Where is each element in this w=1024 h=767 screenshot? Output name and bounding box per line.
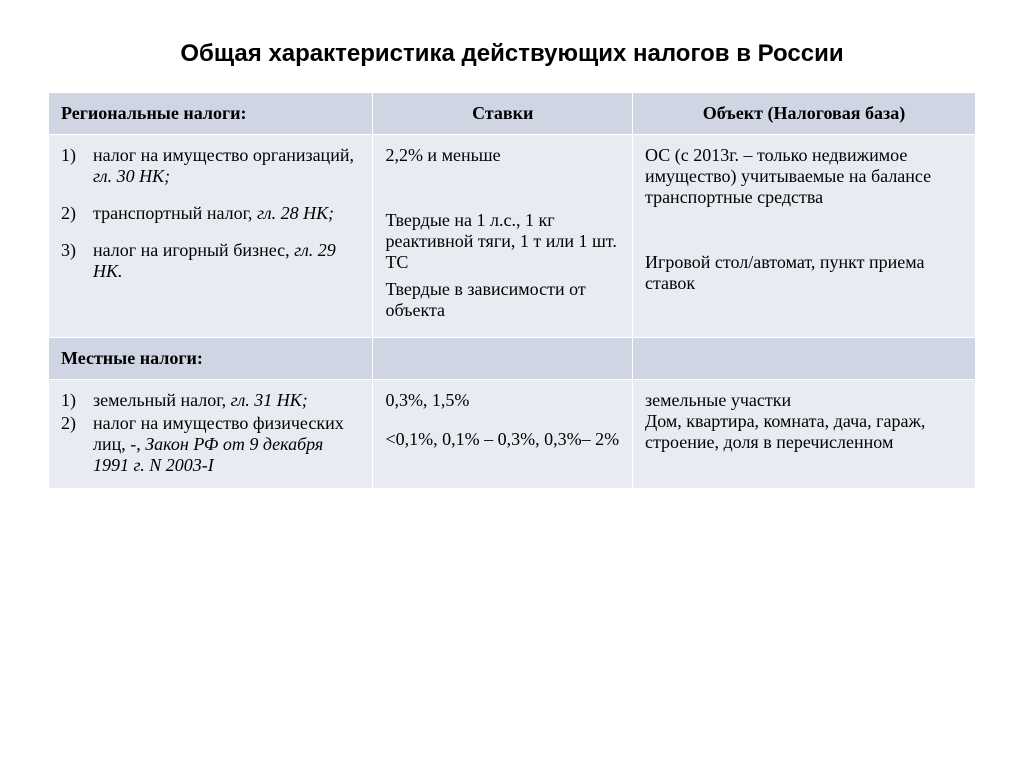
list-item: налог на имущество физических лиц, -, За…: [61, 413, 360, 476]
local-tax-list: земельный налог, гл. 31 НК; налог на иму…: [61, 390, 360, 476]
local-objects-cell: земельные участки Дом, квартира, комната…: [632, 380, 975, 489]
regional-taxes-cell: налог на имущество организаций, гл. 30 Н…: [49, 135, 373, 338]
subheader-col3: [632, 338, 975, 380]
tax-name: налог на игорный бизнес,: [93, 240, 294, 260]
header-col1: Региональные налоги:: [49, 93, 373, 135]
rate-value: <0,1%, 0,1% – 0,3%, 0,3%– 2%: [385, 429, 620, 450]
regional-row: налог на имущество организаций, гл. 30 Н…: [49, 135, 976, 338]
list-item: транспортный налог, гл. 28 НК;: [61, 203, 360, 224]
tax-table: Региональные налоги: Ставки Объект (Нало…: [48, 92, 976, 489]
header-col3: Объект (Налоговая база): [632, 93, 975, 135]
subheader-col1: Местные налоги:: [49, 338, 373, 380]
regional-rates-cell: 2,2% и меньше Твердые на 1 л.с., 1 кг ре…: [373, 135, 633, 338]
page-title: Общая характеристика действующих налогов…: [48, 40, 976, 68]
tax-ref: гл. 31 НК;: [231, 390, 308, 410]
object-value: Игровой стол/автомат, пункт приема ставо…: [645, 252, 963, 294]
rate-value: 2,2% и меньше: [385, 145, 620, 166]
header-col2: Ставки: [373, 93, 633, 135]
tax-name: земельный налог,: [93, 390, 231, 410]
regional-objects-cell: ОС (с 2013г. – только недвижимое имущест…: [632, 135, 975, 338]
list-item: земельный налог, гл. 31 НК;: [61, 390, 360, 411]
tax-name: транспортный налог,: [93, 203, 257, 223]
local-row: земельный налог, гл. 31 НК; налог на иму…: [49, 380, 976, 489]
local-taxes-cell: земельный налог, гл. 31 НК; налог на иму…: [49, 380, 373, 489]
tax-name: налог на имущество организаций,: [93, 145, 354, 165]
object-value: Дом, квартира, комната, дача, гараж, стр…: [645, 411, 963, 453]
rate-value: 0,3%, 1,5%: [385, 390, 620, 411]
subheader-col2: [373, 338, 633, 380]
local-subheader-row: Местные налоги:: [49, 338, 976, 380]
object-value: ОС (с 2013г. – только недвижимое имущест…: [645, 145, 963, 208]
list-item: налог на имущество организаций, гл. 30 Н…: [61, 145, 360, 187]
rate-value: Твердые в зависимости от объекта: [385, 279, 620, 321]
tax-ref: гл. 30 НК;: [93, 166, 170, 186]
local-rates-cell: 0,3%, 1,5% <0,1%, 0,1% – 0,3%, 0,3%– 2%: [373, 380, 633, 489]
object-value: земельные участки: [645, 390, 963, 411]
rate-value: Твердые на 1 л.с., 1 кг реактивной тяги,…: [385, 210, 620, 273]
list-item: налог на игорный бизнес, гл. 29 НК.: [61, 240, 360, 282]
table-header-row: Региональные налоги: Ставки Объект (Нало…: [49, 93, 976, 135]
regional-tax-list: налог на имущество организаций, гл. 30 Н…: [61, 145, 360, 282]
tax-ref: гл. 28 НК;: [257, 203, 334, 223]
